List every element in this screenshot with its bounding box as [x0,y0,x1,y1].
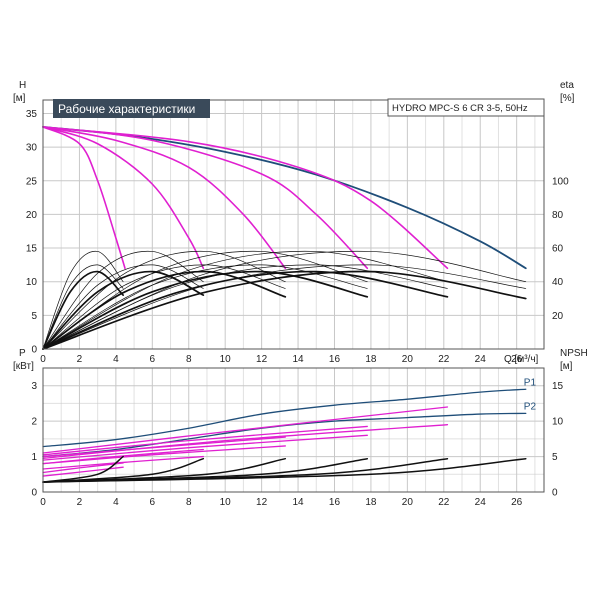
y-axis-unit: [м] [13,93,26,104]
model-label: HYDRO MPC-S 6 CR 3-5, 50Hz [392,103,528,114]
x-tick-label: 2 [77,497,83,508]
x-tick-label: 0 [40,354,46,365]
y-tick-label: 2 [31,417,37,428]
series-line-eta-16 [42,250,448,350]
y2-tick-label: 10 [552,417,564,428]
series-line-h-5 [42,126,449,270]
series-line-eta-13 [42,250,204,350]
series-line-p-9 [42,445,286,465]
x-tick-label: 8 [186,497,192,508]
plot-frame [42,367,545,493]
series-line-eta-7 [42,270,205,350]
y-tick-label: 25 [26,176,38,187]
x-tick-label: 16 [329,354,341,365]
x-tick-label: 14 [292,497,304,508]
x-tick-label: 4 [113,354,119,365]
y-tick-label: 15 [26,244,38,255]
y2-tick-label: 20 [552,311,564,322]
y-tick-label: 0 [31,345,37,356]
plot-area [43,368,544,492]
series-line-h-1 [42,126,126,270]
x-tick-label: 8 [186,354,192,365]
y-tick-label: 5 [31,311,37,322]
x-tick-label: 24 [475,497,487,508]
x-tick-label: 26 [511,354,523,365]
model-box [387,98,545,117]
x-tick-label: 18 [365,354,377,365]
series-label-p2: P2 [524,401,537,412]
y2-axis-name: eta [560,80,574,91]
x-axis-label: Q [м³/ч] [504,354,539,365]
series-label-p1: P1 [524,377,537,388]
y2-axis-name: NPSH [560,348,588,359]
series-line-eta-11 [42,270,527,350]
series-line-eta-22 [42,264,448,350]
plot-area [43,100,544,349]
series-line-p-2 [42,462,124,474]
series-line-npsh-17 [42,457,527,483]
x-tick-label: 6 [150,354,156,365]
x-tick-label: 10 [220,497,232,508]
y-tick-label: 3 [31,381,37,392]
series-line-eta-15 [42,250,368,350]
y2-tick-label: 100 [552,176,569,187]
y2-tick-label: 80 [552,210,564,221]
series-line-eta-18 [42,264,124,350]
y2-tick-label: 15 [552,381,564,392]
y2-axis-unit: [%] [560,93,575,104]
y2-axis-unit: [м] [560,361,573,372]
y2-tick-label: 40 [552,277,564,288]
series-line-eta-19 [42,264,204,350]
series-line-eta-20 [42,264,286,350]
y-tick-label: 0 [31,488,37,499]
series-line-p1-0 [42,388,527,448]
x-tick-label: 16 [329,497,341,508]
x-tick-label: 12 [256,497,268,508]
y-tick-label: 1 [31,452,37,463]
y-axis-name: P [19,348,26,359]
series-line-p-10 [42,434,368,461]
series-line-eta-21 [42,264,368,350]
x-tick-label: 22 [438,354,450,365]
series-line-eta-9 [42,270,369,350]
x-tick-label: 20 [402,354,414,365]
series-line-eta-12 [42,250,124,350]
x-tick-label: 18 [365,497,377,508]
y2-tick-label: 5 [552,452,558,463]
series-line-eta-23 [42,264,527,350]
y2-tick-label: 60 [552,244,564,255]
x-tick-label: 20 [402,497,414,508]
title-box [53,99,210,118]
series-line-h-3 [42,126,287,270]
x-tick-label: 24 [475,354,487,365]
y-tick-label: 10 [26,277,38,288]
x-tick-label: 12 [256,354,268,365]
x-tick-label: 2 [77,354,83,365]
series-line-p-7 [42,466,124,477]
plot-frame [42,99,545,350]
series-line-p-6 [42,406,449,454]
x-tick-label: 6 [150,497,156,508]
y-axis-unit: [кВт] [13,361,34,372]
x-tick-label: 0 [40,497,46,508]
x-tick-label: 14 [292,354,304,365]
y2-tick-label: 0 [552,488,558,499]
x-tick-label: 10 [220,354,232,365]
series-line-p-11 [42,424,449,459]
series-line-p-5 [42,425,368,456]
chart-title: Рабочие характеристики [58,102,195,116]
y-tick-label: 30 [26,143,38,154]
y-tick-label: 35 [26,109,38,120]
x-tick-label: 22 [438,497,450,508]
series-line-eta-10 [42,270,449,350]
series-line-eta-14 [42,250,286,350]
y-axis-name: H [19,80,26,91]
y-tick-label: 20 [26,210,38,221]
series-line-h-2 [42,126,205,270]
x-tick-label: 26 [511,497,523,508]
x-tick-label: 4 [113,497,119,508]
